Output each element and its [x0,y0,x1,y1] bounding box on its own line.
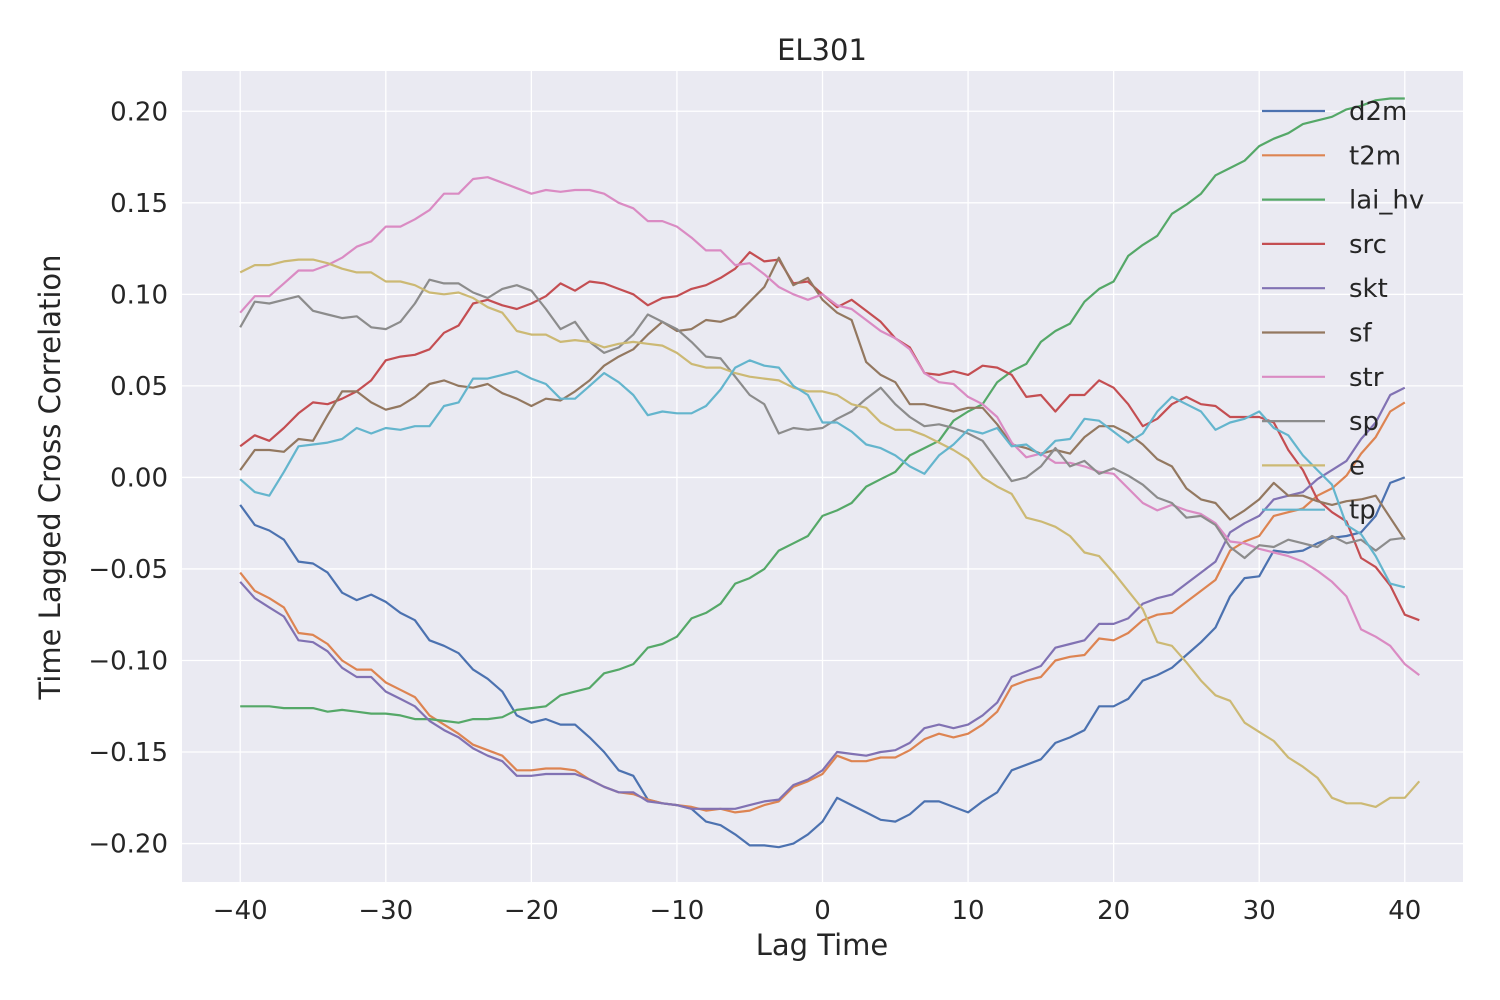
y-axis-label: Time Lagged Cross Correlation [33,254,67,700]
legend-label-t2m: t2m [1349,141,1401,171]
y-tick-label: −0.05 [88,555,168,585]
legend-label-skt: skt [1349,274,1388,304]
y-tick-label: 0.20 [110,97,168,127]
x-tick-label: 10 [952,896,985,926]
series-line-sf [239,256,1406,541]
grid-lines [182,71,1463,882]
x-tick-label: 20 [1097,896,1130,926]
series-line-skt [239,386,1406,810]
x-axis-label: Lag Time [756,928,889,962]
series-lines [239,97,1421,849]
x-tick-label: −30 [358,896,413,926]
legend-label-lai_hv: lai_hv [1349,186,1424,216]
y-tick-label: 0.00 [110,463,168,493]
legend-label-e: e [1349,451,1365,481]
series-line-sp [239,278,1405,560]
x-tick-label: −40 [213,896,268,926]
y-tick-label: −0.10 [88,646,168,676]
y-tick-label: 0.05 [110,372,168,402]
y-tick-label: 0.15 [110,189,168,219]
series-line-tp [239,359,1406,589]
series-line-e [239,258,1421,809]
x-tick-label: 40 [1388,896,1421,926]
legend-label-sp: sp [1349,407,1379,437]
x-tick-label: −20 [504,896,559,926]
series-line-t2m [239,401,1406,814]
series-line-str [239,176,1420,676]
legend-label-tp: tp [1349,496,1376,526]
x-tick-label: −10 [649,896,704,926]
y-tick-label: −0.20 [88,830,168,860]
y-tick-label: 0.10 [110,280,168,310]
legend-label-d2m: d2m [1349,97,1407,127]
x-tick-labels: −40 −30 −20 −10 0 10 20 30 40 [213,896,1422,926]
x-tick-label: 0 [814,896,831,926]
series-line-d2m [239,476,1406,849]
y-tick-label: −0.15 [88,738,168,768]
series-line-lai_hv [240,97,1405,724]
x-tick-label: 30 [1243,896,1276,926]
legend-label-str: str [1349,363,1384,393]
y-tick-labels: 0.20 0.15 0.10 0.05 0.00 −0.05 −0.10 −0.15 −0.20 [88,97,168,859]
chart-title: EL301 [777,33,867,67]
legend-label-src: src [1349,230,1387,260]
legend-label-sf: sf [1349,319,1373,349]
